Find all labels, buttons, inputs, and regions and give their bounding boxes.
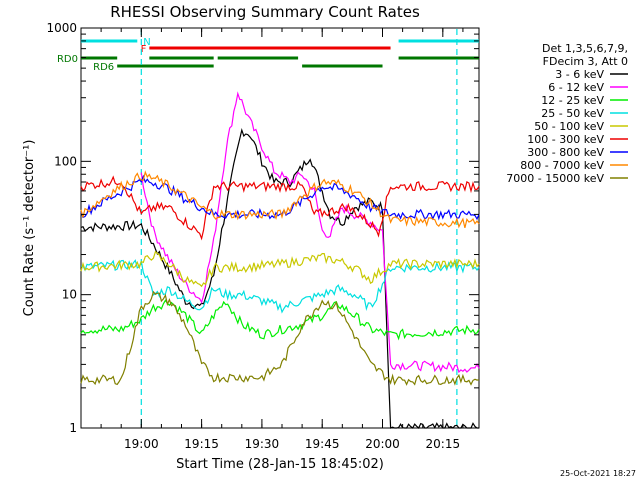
series-line-6-12-kev: [140, 91, 480, 374]
state-bars: NF RD0 RD6: [57, 37, 479, 73]
y-axis: 1 10 100 1000: [46, 21, 479, 435]
state-bar-label-f: F: [141, 44, 147, 55]
x-tick-label: 19:15: [184, 437, 219, 451]
state-bar-label-rd6: RD6: [93, 62, 114, 73]
x-tick-label: 20:00: [365, 437, 400, 451]
state-bar-label-rd0: RD0: [57, 54, 78, 65]
vertical-markers: [140, 29, 458, 427]
series-line-25-50-kev: [80, 258, 480, 314]
legend-label-50-100-kev: 50 - 100 keV: [534, 120, 604, 133]
footer-date: 25-Oct-2021 18:27: [560, 469, 636, 478]
x-tick-label: 19:45: [305, 437, 340, 451]
legend-header: Det 1,3,5,6,7,9,: [542, 42, 628, 55]
x-axis: 19:00 19:15 19:30 19:45 20:00 20:15: [80, 28, 464, 451]
legend-header: FDecim 3, Att 0: [543, 55, 628, 68]
legend-label-12-25-kev: 12 - 25 keV: [541, 94, 604, 107]
legend-label-100-300-kev: 100 - 300 keV: [527, 133, 604, 146]
series-line-300-800-kev: [80, 174, 480, 221]
series-line-3-6-kev: [80, 127, 479, 429]
legend-label-25-50-kev: 25 - 50 keV: [541, 107, 604, 120]
legend-label-3-6-kev: 3 - 6 keV: [555, 68, 604, 81]
x-tick-label: 19:30: [245, 437, 280, 451]
series-line-12-25-kev: [80, 299, 480, 341]
legend-label-7000-15000-kev: 7000 - 15000 keV: [506, 172, 604, 185]
state-bar-label-n: N: [143, 37, 150, 48]
series-line-7000-15000-kev: [80, 290, 480, 386]
x-axis-label: Start Time (28-Jan-15 18:45:02): [176, 457, 384, 472]
y-tick-label: 10: [62, 288, 77, 302]
legend-label-300-800-kev: 300 - 800 keV: [527, 146, 604, 159]
legend-label-6-12-kev: 6 - 12 keV: [548, 81, 604, 94]
series-line-100-300-kev: [80, 175, 480, 241]
x-tick-label: 20:15: [426, 437, 461, 451]
legend-label-800-7000-kev: 800 - 7000 keV: [520, 159, 604, 172]
series-lines: [80, 91, 480, 429]
chart-title: RHESSI Observing Summary Count Rates: [110, 3, 420, 21]
x-tick-label: 19:00: [124, 437, 159, 451]
legend: Det 1,3,5,6,7,9,FDecim 3, Att 03 - 6 keV…: [506, 42, 628, 185]
y-axis-label: Count Rate (s⁻¹ detector⁻¹): [22, 140, 37, 317]
series-line-800-7000-kev: [80, 170, 480, 229]
plot-frame: [80, 27, 480, 429]
y-tick-label: 100: [54, 154, 77, 168]
series-line-50-100-kev: [80, 250, 480, 288]
y-tick-label: 1: [69, 421, 77, 435]
plot-area: NF RD0 RD6 1 10 100 1000 19:00 19:15 19:30 19:45…: [46, 21, 480, 451]
y-tick-label: 1000: [46, 21, 77, 35]
